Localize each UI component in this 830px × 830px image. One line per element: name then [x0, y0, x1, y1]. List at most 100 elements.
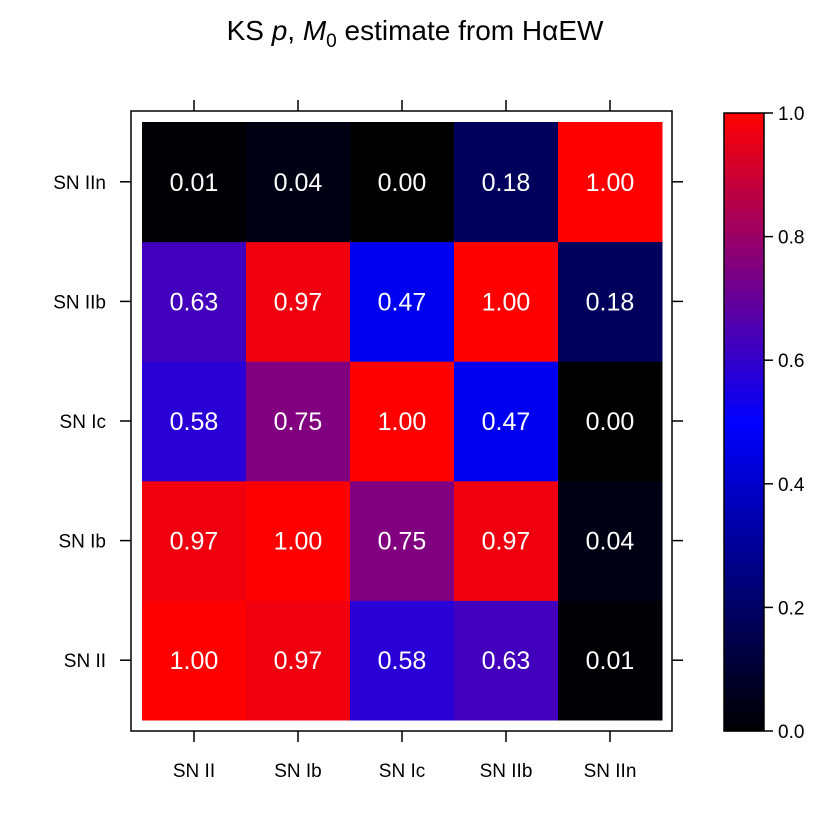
colorbar-segment: [724, 248, 764, 256]
heatmap-cell: [246, 241, 351, 362]
colorbar-segment: [724, 576, 764, 584]
colorbar-segment: [724, 150, 764, 157]
colorbar-segment: [724, 638, 764, 646]
heatmap-cell: [350, 361, 455, 482]
cell-value-label: 0.63: [170, 288, 219, 316]
cell-value-label: 1.00: [378, 408, 427, 436]
colorbar-segment: [724, 545, 764, 553]
colorbar-segment: [724, 125, 764, 133]
colorbar-segment: [724, 119, 764, 126]
colorbar-segment: [724, 496, 764, 503]
colorbar-segment: [724, 292, 764, 299]
cell-value-label: 0.47: [378, 288, 427, 316]
colorbar-segment: [724, 687, 764, 695]
axes: SN II SN Ib SN Ic SN IIb SN IIn SN II SN Ib SN …: [53, 100, 683, 782]
colorbar-segment: [724, 625, 764, 633]
x-tick-label: SN IIb: [480, 761, 533, 782]
cell-value-label: 0.63: [482, 647, 531, 675]
cell-value-label: 0.97: [274, 647, 323, 675]
colorbar-segment: [724, 712, 764, 720]
cell-value-label: 0.00: [378, 169, 427, 197]
y-tick-label: SN Ic: [60, 412, 106, 433]
colorbar-segment: [724, 440, 764, 448]
heatmap-cell: [142, 122, 247, 243]
heatmap-cell: [558, 122, 663, 243]
cell-value-label: 0.01: [586, 647, 635, 675]
heatmap-cell: [142, 361, 247, 482]
heatmap-cell: [454, 480, 559, 601]
cell-value-label: 0.97: [482, 528, 531, 556]
heatmap-cell: [454, 241, 559, 362]
plot-area: 1.00 0.97 0.58 0.63 0.01 0.97 1.00 0.75 0.97 0.04…: [142, 122, 663, 721]
colorbar-segment: [724, 193, 764, 201]
colorbar-segment: [724, 187, 764, 194]
colorbar-segment: [724, 570, 764, 578]
colorbar-segment: [724, 242, 764, 250]
cell-value-label: 0.75: [274, 408, 323, 436]
cell-value-label: 0.47: [482, 408, 531, 436]
cell-value-label: 0.00: [586, 408, 635, 436]
colorbar-segment: [724, 675, 764, 683]
colorbar-tick-label: 1.0: [778, 104, 804, 125]
chart-title: KS p, M0 estimate from HαEW: [227, 15, 604, 52]
colorbar-segment: [724, 681, 764, 689]
colorbar-segment: [724, 588, 764, 596]
heatmap-cell: [558, 241, 663, 362]
colorbar-segment: [724, 601, 764, 608]
heatmap-cell: [454, 600, 559, 721]
heatmap-cell: [350, 600, 455, 721]
colorbar-segment: [724, 465, 764, 473]
colorbar-segment: [724, 360, 764, 367]
heatmap-cell: [558, 480, 663, 601]
colorbar-segment: [724, 582, 764, 590]
colorbar-segment: [724, 199, 764, 207]
y-tick-label: SN IIn: [53, 173, 106, 194]
colorbar-segment: [724, 508, 764, 516]
colorbar-segment: [724, 613, 764, 621]
colorbar-segment: [724, 520, 764, 528]
cell-value-label: 1.00: [482, 288, 531, 316]
colorbar-segment: [724, 502, 764, 510]
cell-value-label: 1.00: [170, 647, 219, 675]
colorbar-segment: [724, 230, 764, 238]
colorbar-segment: [724, 409, 764, 417]
colorbar-segment: [724, 261, 764, 269]
heatmap-cell: [454, 361, 559, 482]
cell-value-label: 0.18: [586, 288, 635, 316]
colorbar-segment: [724, 366, 764, 374]
heatmap-cell: [246, 480, 351, 601]
colorbar-segment: [724, 403, 764, 411]
colorbar-border: [723, 112, 765, 732]
colorbar-segment: [724, 341, 764, 349]
colorbar-segment: [724, 718, 764, 726]
colorbar-tick-label: 0.2: [778, 598, 804, 619]
colorbar-segment: [724, 724, 764, 732]
cell-value-label: 0.18: [482, 169, 531, 197]
colorbar-segment: [724, 316, 764, 324]
colorbar-segment: [724, 180, 764, 188]
colorbar-segment: [724, 384, 764, 392]
colorbar-segment: [724, 372, 764, 380]
colorbar-segment: [724, 131, 764, 139]
heatmap-cell: [454, 122, 559, 243]
y-tick-label: SN Ib: [58, 532, 106, 553]
colorbar-segment: [724, 650, 764, 658]
x-tick-label: SN IIn: [584, 761, 637, 782]
colorbar-segment: [724, 415, 764, 423]
colorbar-segment: [724, 391, 764, 398]
colorbar-segment: [724, 347, 764, 355]
colorbar-segment: [724, 446, 764, 454]
colorbar-segment: [724, 557, 764, 565]
colorbar-segment: [724, 489, 764, 497]
colorbar-segment: [724, 471, 764, 479]
cell-value-label: 0.04: [274, 169, 323, 197]
colorbar-tick-label: 0.6: [778, 351, 804, 372]
y-tick-label: SN II: [64, 651, 106, 672]
cell-value-label: 0.58: [378, 647, 427, 675]
colorbar: 0.0 0.2 0.4 0.6 0.8 1.0: [723, 104, 805, 743]
x-tick-label: SN Ib: [274, 761, 322, 782]
cell-value-label: 1.00: [274, 528, 323, 556]
colorbar-segment: [724, 514, 764, 522]
y-tick-label: SN IIb: [53, 292, 106, 313]
colorbar-segment: [724, 286, 764, 293]
